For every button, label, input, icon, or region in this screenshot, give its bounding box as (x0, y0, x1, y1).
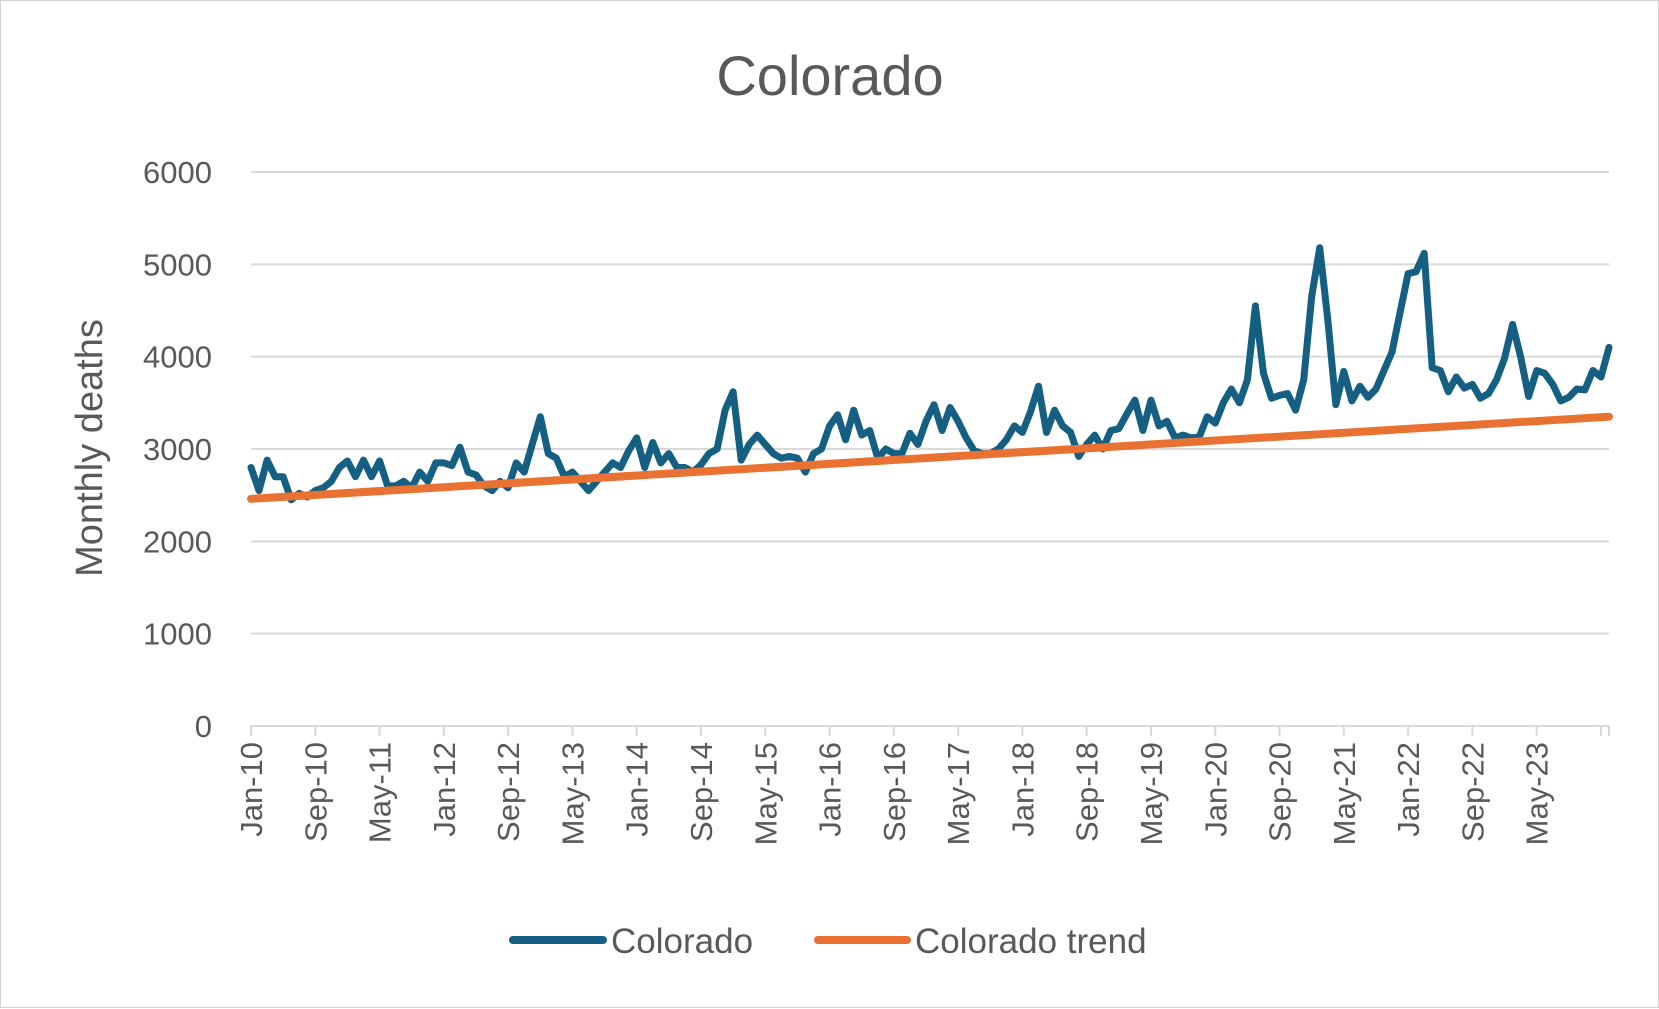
y-tick-label: 4000 (143, 340, 212, 375)
x-tick-label: Jan-12 (427, 742, 462, 837)
x-tick-label: May-17 (941, 742, 976, 845)
series-line-colorado (247, 244, 1613, 504)
x-tick-label: May-21 (1327, 742, 1362, 845)
y-tick-label: 6000 (143, 155, 212, 190)
y-axis-title: Monthly deaths (69, 319, 111, 577)
x-tick-label: May-15 (748, 742, 783, 845)
legend-label-colorado-trend: Colorado trend (915, 922, 1147, 961)
series-layer (247, 244, 1613, 504)
gridlines (251, 171, 1609, 635)
x-tick-label: May-19 (1134, 742, 1169, 845)
x-tick-label: May-11 (363, 742, 398, 843)
x-tick-label: May-13 (555, 742, 590, 845)
x-tick-label: Sep-16 (877, 742, 912, 842)
x-tick-label: Jan-10 (234, 742, 269, 837)
x-tick-label: Sep-18 (1070, 742, 1105, 842)
y-axis: 0 1000 2000 3000 4000 5000 6000 (143, 155, 212, 744)
x-tick-label: Sep-14 (684, 742, 719, 842)
x-tick-label: May-23 (1520, 742, 1555, 845)
x-tick-label: Jan-20 (1198, 742, 1233, 837)
x-tick-label: Jan-22 (1391, 742, 1426, 837)
x-axis: Jan-10 Sep-10 May-11 Jan-12 Sep-12 May-13 Jan-… (234, 725, 1610, 845)
y-tick-label: 3000 (143, 432, 212, 467)
x-tick-label: Jan-16 (813, 742, 848, 837)
legend: Colorado Colorado trend (509, 922, 1147, 961)
x-tick-label: Sep-12 (491, 742, 526, 842)
y-tick-label: 0 (195, 709, 212, 744)
x-tick-label: Sep-10 (298, 742, 333, 842)
x-tick-label: Sep-20 (1263, 742, 1298, 842)
y-tick-label: 5000 (143, 247, 212, 282)
x-tick-label: Sep-22 (1455, 742, 1490, 842)
series-line-colorado-trend (247, 412, 1613, 503)
legend-label-colorado: Colorado (611, 922, 753, 961)
y-tick-label: 2000 (143, 524, 212, 559)
y-tick-label: 1000 (143, 617, 212, 652)
x-tick-label: Jan-18 (1005, 742, 1040, 837)
x-tick-label: Jan-14 (620, 742, 655, 837)
chart-title: Colorado (716, 44, 943, 107)
